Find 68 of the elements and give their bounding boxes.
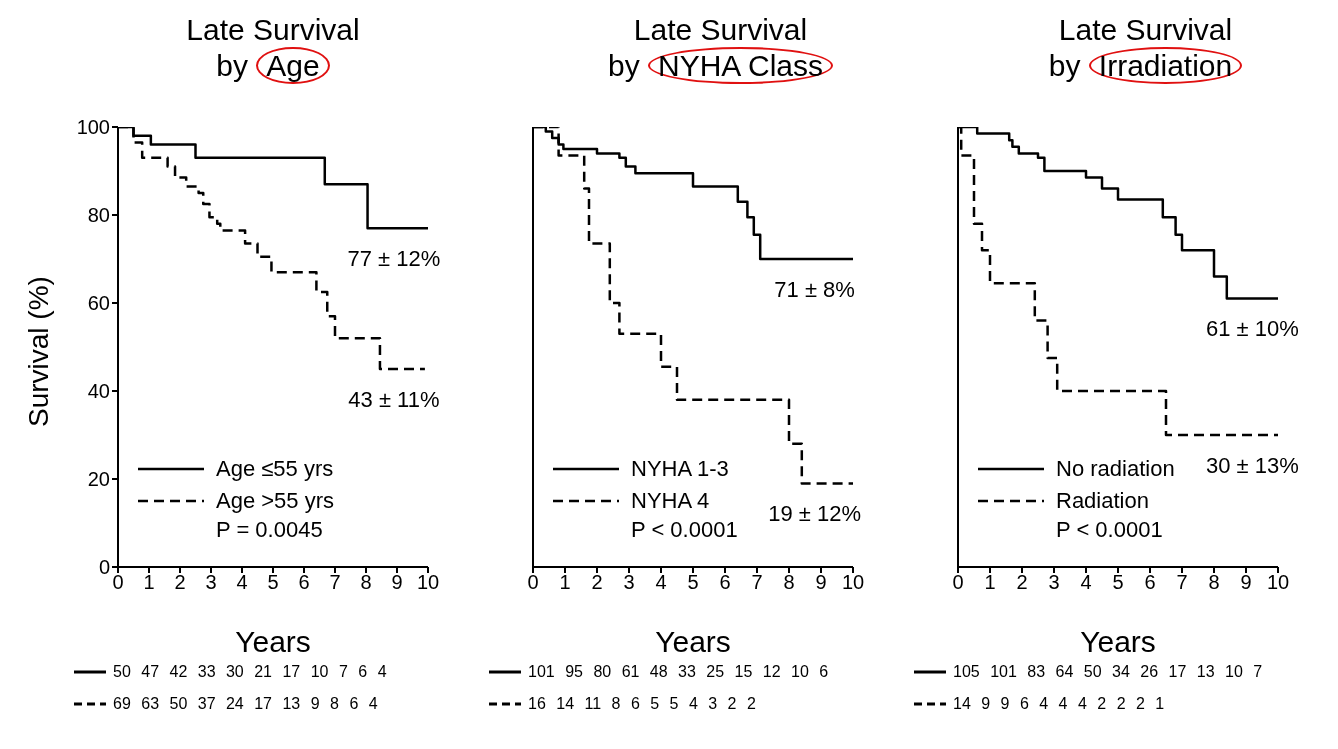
x-tick-label: 10	[841, 571, 865, 594]
annotation: 77 ± 12%	[347, 245, 441, 271]
annotation: 61 ± 10%	[1205, 316, 1299, 342]
annotation: 43 ± 11%	[348, 386, 440, 412]
x-tick-label: 8	[783, 571, 795, 594]
x-tick-label: 9	[391, 571, 403, 594]
legend-label: Age >55 yrs	[216, 488, 335, 514]
x-tick-label: 10	[416, 571, 440, 594]
x-tick-label: 10	[1266, 571, 1290, 594]
legend-label: NYHA 4	[631, 488, 710, 514]
x-tick-label: 4	[1080, 571, 1092, 594]
x-tick-label: 9	[815, 571, 827, 594]
annotation: P < 0.0001	[631, 517, 738, 542]
legend-label: NYHA 1-3	[631, 456, 729, 482]
legend-label: Radiation	[1056, 488, 1149, 514]
annotation: P < 0.0001	[1056, 517, 1164, 544]
annotation: P = 0.0045	[216, 517, 324, 544]
text: 101 95 80 61 48 33 25 15 12 10 6	[528, 663, 829, 681]
y-tick-label: 60	[87, 292, 110, 315]
x-tick-label: 5	[1112, 571, 1124, 594]
x-tick-label: 9	[1240, 571, 1252, 594]
x-tick-label: 6	[1144, 571, 1156, 594]
x-tick-label: 8	[360, 571, 372, 594]
x-tick-label: 8	[1208, 571, 1220, 594]
text: 14 9 9 6 4 4 4 2 2 2 1	[953, 695, 1165, 713]
x-tick-label: 7	[751, 571, 763, 594]
x-tick-label: 4	[655, 571, 667, 594]
annotation: 71 ± 8%	[774, 276, 855, 302]
x-tick-label: 2	[1016, 571, 1028, 594]
x-tick-label: 6	[298, 571, 310, 594]
y-tick-label: 0	[98, 556, 110, 579]
x-axis-title: Years	[1080, 625, 1156, 658]
text: 69 63 50 37 24 17 13 9 8 6 4	[113, 695, 378, 713]
text: 105 101 83 64 50 34 26 17 13 10 7	[953, 663, 1263, 681]
y-axis-title: Survival (%)	[22, 276, 54, 427]
x-tick-label: 3	[205, 571, 217, 594]
x-tick-label: 0	[527, 571, 539, 594]
x-tick-label: 2	[591, 571, 603, 594]
text: 50 47 42 33 30 21 17 10 7 6 4	[113, 663, 387, 681]
x-tick-label: 1	[984, 571, 996, 594]
x-tick-label: 7	[329, 571, 341, 594]
ellipse-outline: Irradiation	[1088, 47, 1243, 84]
y-tick-label: 20	[87, 468, 110, 491]
chart-title: Late Survival by Age	[185, 12, 361, 84]
legend-label: No radiation	[1056, 456, 1175, 482]
x-axis-title: Years	[235, 625, 311, 658]
x-axis-title: Years	[655, 625, 731, 658]
x-tick-label: 5	[267, 571, 279, 594]
x-tick-label: 0	[112, 571, 124, 594]
x-tick-label: 0	[952, 571, 964, 594]
annotation: 19 ± 12%	[768, 501, 862, 527]
ellipse-outline: NYHA Class	[648, 47, 834, 84]
y-tick-label: 100	[76, 116, 110, 139]
x-tick-label: 7	[1176, 571, 1188, 594]
x-tick-label: 3	[623, 571, 635, 594]
text: 16 14 11 8 6 5 5 4 3 2 2	[528, 695, 756, 713]
x-tick-label: 2	[174, 571, 186, 594]
annotation: 30 ± 13%	[1205, 452, 1299, 478]
y-tick-label: 80	[87, 204, 110, 227]
x-tick-label: 1	[559, 571, 571, 594]
legend-label: Age ≤55 yrs	[216, 456, 334, 482]
x-tick-label: 6	[719, 571, 731, 594]
x-tick-label: 5	[687, 571, 699, 594]
x-tick-label: 4	[236, 571, 248, 594]
x-tick-label: 1	[143, 571, 155, 594]
y-tick-label: 40	[87, 380, 110, 403]
ellipse-outline: Age	[256, 47, 330, 84]
x-tick-label: 3	[1048, 571, 1060, 594]
